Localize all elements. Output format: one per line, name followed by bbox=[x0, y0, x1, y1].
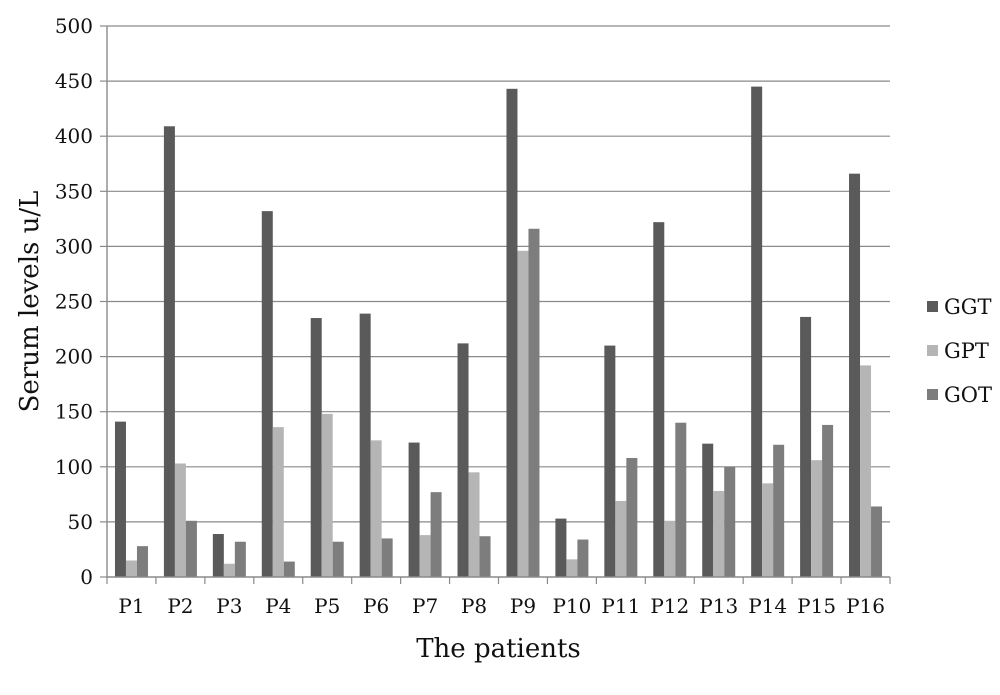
bar-got-p1 bbox=[136, 546, 148, 577]
bar-got-p14 bbox=[773, 444, 785, 577]
bar-ggt-p14 bbox=[751, 86, 763, 578]
bar-ggt-p16 bbox=[849, 173, 861, 577]
bar-ggt-p2 bbox=[163, 126, 175, 578]
bar-gpt-p5 bbox=[321, 413, 333, 577]
x-category-label: P4 bbox=[265, 594, 291, 618]
bar-gpt-p11 bbox=[615, 500, 627, 577]
bar-got-p16 bbox=[871, 506, 883, 577]
x-category-label: P8 bbox=[461, 594, 487, 618]
y-axis-ticks: 0 50 100 150 200 250 300 350 400 450 500 bbox=[55, 14, 107, 589]
bar-got-p5 bbox=[332, 541, 344, 577]
bar-got-p3 bbox=[234, 541, 246, 577]
bar-got-p15 bbox=[822, 424, 834, 577]
bar-gpt-p1 bbox=[125, 560, 137, 577]
y-axis-title: Serum levels u/L bbox=[15, 191, 45, 413]
bar-gpt-p15 bbox=[811, 460, 823, 577]
legend-label-got: GOT bbox=[944, 383, 992, 407]
bar-ggt-p5 bbox=[310, 318, 322, 577]
y-tick-label: 0 bbox=[80, 565, 93, 589]
y-tick-label: 500 bbox=[55, 14, 93, 38]
legend: GGT GPT GOT bbox=[927, 295, 992, 407]
x-axis-title: The patients bbox=[416, 634, 581, 664]
bar-got-p4 bbox=[283, 561, 295, 577]
bar-got-p2 bbox=[185, 520, 197, 577]
bar-gpt-p13 bbox=[713, 491, 725, 577]
x-axis-categories: P1 P2 P3 P4 P5 P6 P7 P8 P9 P10 P11 P12 P13 P14 P15 P16 bbox=[106, 577, 891, 618]
legend-swatch-gpt bbox=[927, 345, 938, 356]
bar-gpt-p10 bbox=[566, 559, 578, 577]
y-tick-label: 450 bbox=[55, 69, 93, 93]
x-category-label: P1 bbox=[118, 594, 144, 618]
bars bbox=[114, 86, 883, 578]
bar-gpt-p7 bbox=[419, 535, 431, 577]
bar-ggt-p13 bbox=[702, 443, 714, 577]
x-category-label: P13 bbox=[699, 594, 738, 618]
x-category-label: P10 bbox=[552, 594, 591, 618]
legend-swatch-got bbox=[927, 389, 938, 400]
x-category-label: P11 bbox=[601, 594, 640, 618]
y-tick-label: 150 bbox=[55, 400, 93, 424]
x-category-label: P9 bbox=[510, 594, 536, 618]
bar-got-p9 bbox=[528, 228, 540, 577]
bar-gpt-p2 bbox=[174, 463, 186, 577]
bar-got-p6 bbox=[381, 538, 393, 577]
bar-got-p13 bbox=[724, 466, 736, 577]
bar-ggt-p6 bbox=[359, 313, 371, 577]
bar-ggt-p1 bbox=[114, 421, 126, 577]
legend-label-ggt: GGT bbox=[944, 295, 992, 319]
y-tick-label: 250 bbox=[55, 290, 93, 314]
x-category-label: P14 bbox=[748, 594, 787, 618]
x-category-label: P5 bbox=[314, 594, 340, 618]
bar-got-p7 bbox=[430, 492, 442, 577]
bar-ggt-p11 bbox=[604, 345, 616, 577]
bar-ggt-p10 bbox=[555, 518, 567, 577]
y-tick-label: 300 bbox=[55, 234, 93, 258]
bar-gpt-p12 bbox=[664, 520, 676, 577]
bar-got-p10 bbox=[577, 539, 589, 577]
bar-gpt-p4 bbox=[272, 427, 284, 577]
gridlines bbox=[107, 25, 890, 523]
bar-ggt-p8 bbox=[457, 343, 469, 577]
bar-ggt-p12 bbox=[653, 222, 665, 577]
y-tick-label: 350 bbox=[55, 179, 93, 203]
bar-ggt-p9 bbox=[506, 88, 518, 578]
y-tick-label: 200 bbox=[55, 345, 93, 369]
bar-ggt-p7 bbox=[408, 442, 420, 577]
x-category-label: P6 bbox=[363, 594, 389, 618]
legend-swatch-ggt bbox=[927, 301, 938, 312]
x-category-label: P3 bbox=[216, 594, 242, 618]
bar-gpt-p9 bbox=[517, 250, 529, 578]
x-category-label: P16 bbox=[846, 594, 885, 618]
y-tick-label: 100 bbox=[55, 455, 93, 479]
bar-gpt-p16 bbox=[860, 365, 872, 577]
bar-got-p12 bbox=[675, 422, 687, 577]
bar-ggt-p3 bbox=[212, 534, 224, 577]
bar-got-p8 bbox=[479, 536, 491, 577]
x-category-label: P2 bbox=[167, 594, 193, 618]
x-category-label: P15 bbox=[797, 594, 836, 618]
legend-label-gpt: GPT bbox=[944, 339, 989, 363]
bar-ggt-p15 bbox=[800, 316, 812, 577]
bar-ggt-p4 bbox=[261, 211, 273, 578]
bar-gpt-p6 bbox=[370, 440, 382, 577]
y-tick-label: 400 bbox=[55, 124, 93, 148]
bar-got-p11 bbox=[626, 457, 638, 577]
x-category-label: P7 bbox=[412, 594, 438, 618]
bar-gpt-p14 bbox=[762, 483, 774, 577]
y-tick-label: 50 bbox=[68, 510, 93, 534]
x-category-label: P12 bbox=[650, 594, 689, 618]
bar-gpt-p3 bbox=[223, 563, 235, 577]
bar-gpt-p8 bbox=[468, 472, 480, 577]
